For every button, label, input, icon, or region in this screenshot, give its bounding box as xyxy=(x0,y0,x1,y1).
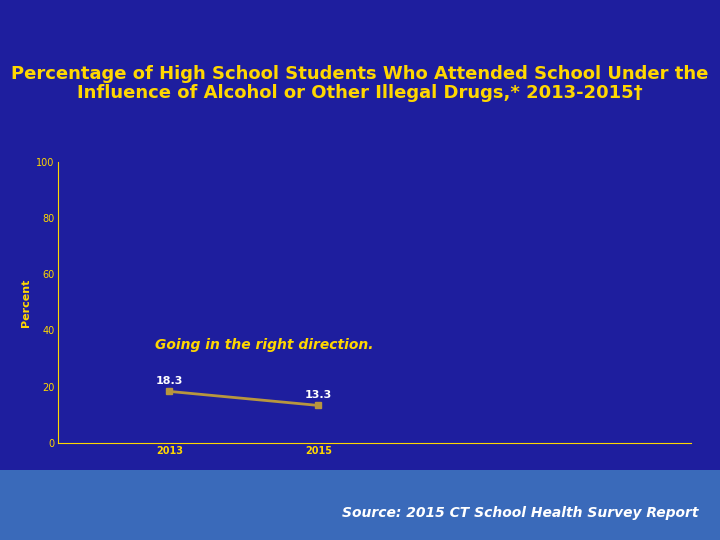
Text: 18.3: 18.3 xyxy=(156,376,183,386)
Text: Influence of Alcohol or Other Illegal Drugs,* 2013-2015†: Influence of Alcohol or Other Illegal Dr… xyxy=(77,84,643,102)
Text: Going in the right direction.: Going in the right direction. xyxy=(155,338,373,352)
Y-axis label: Percent: Percent xyxy=(21,278,31,327)
Text: 13.3: 13.3 xyxy=(305,390,332,400)
Text: Percentage of High School Students Who Attended School Under the: Percentage of High School Students Who A… xyxy=(12,65,708,83)
Text: Source: 2015 CT School Health Survey Report: Source: 2015 CT School Health Survey Rep… xyxy=(342,506,698,520)
